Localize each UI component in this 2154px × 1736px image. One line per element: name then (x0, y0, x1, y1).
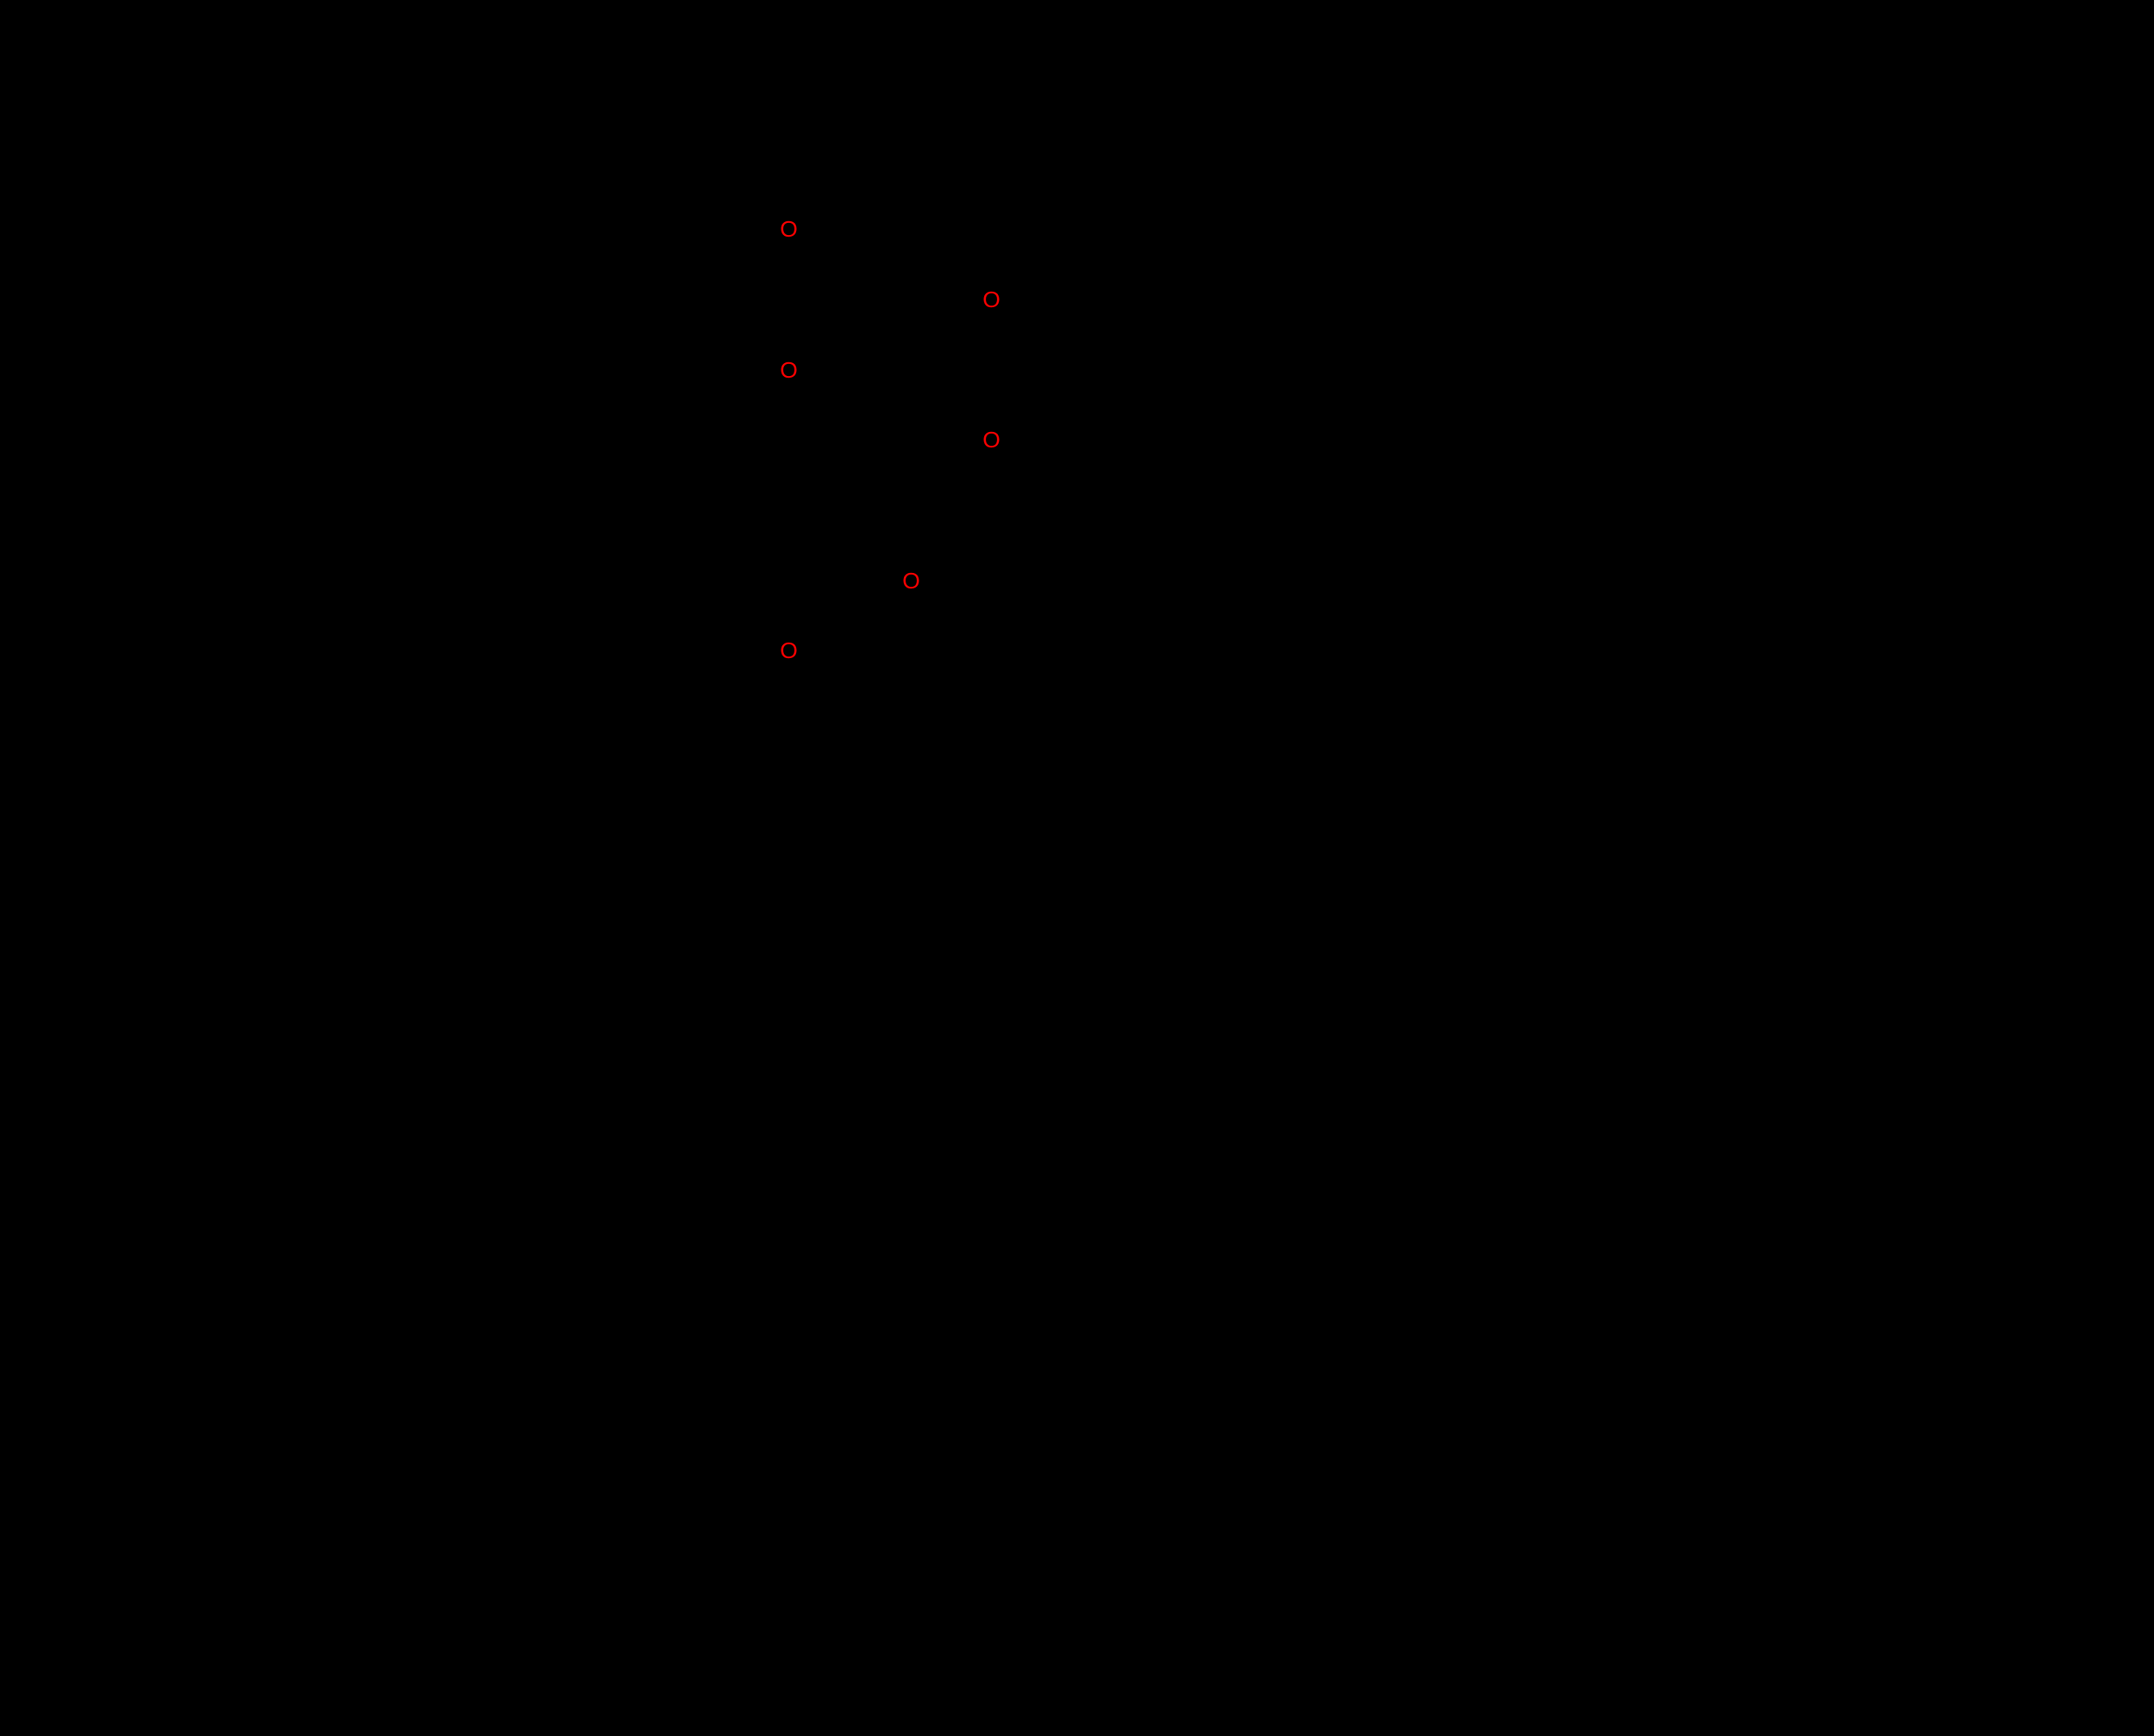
marker-o-3: O (983, 429, 1000, 451)
marker-o-1: O (983, 289, 1000, 311)
marker-o-4: O (902, 570, 920, 592)
marker-o-5: O (780, 639, 798, 662)
marker-o-0: O (780, 218, 798, 241)
marker-o-2: O (780, 359, 798, 382)
diagram-canvas: O O O O O O (0, 0, 2154, 1736)
